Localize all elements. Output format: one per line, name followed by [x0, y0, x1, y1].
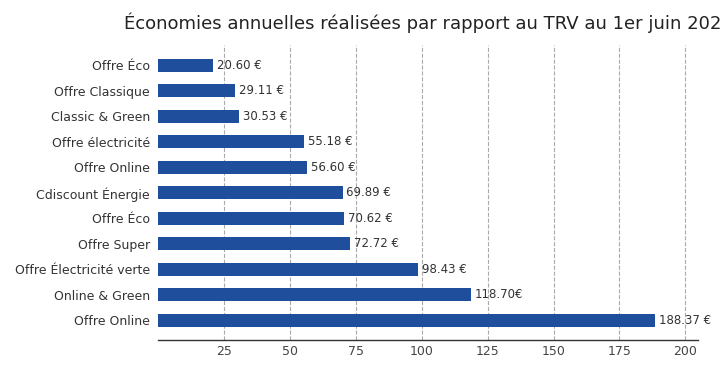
Text: 98.43 €: 98.43 € — [422, 263, 467, 276]
Text: 55.18 €: 55.18 € — [307, 135, 352, 148]
Bar — [158, 212, 344, 225]
Text: 70.62 €: 70.62 € — [348, 212, 393, 225]
Text: 69.89 €: 69.89 € — [346, 186, 392, 199]
Text: 188.37 €: 188.37 € — [659, 314, 711, 327]
Bar — [158, 313, 654, 327]
Bar — [158, 84, 235, 98]
Text: 56.60 €: 56.60 € — [312, 161, 356, 174]
Text: 20.60 €: 20.60 € — [217, 59, 261, 72]
Text: 118.70€: 118.70€ — [475, 288, 523, 301]
Title: Économies annuelles réalisées par rapport au TRV au 1er juin 2020: Économies annuelles réalisées par rappor… — [124, 12, 720, 33]
Bar — [158, 110, 239, 123]
Bar — [158, 288, 471, 301]
Bar — [158, 161, 307, 174]
Bar — [158, 186, 343, 200]
Text: 72.72 €: 72.72 € — [354, 237, 399, 250]
Text: 30.53 €: 30.53 € — [243, 110, 287, 123]
Bar — [158, 237, 350, 250]
Bar — [158, 59, 212, 72]
Text: 29.11 €: 29.11 € — [239, 84, 284, 98]
Bar — [158, 263, 418, 276]
Bar — [158, 135, 304, 149]
